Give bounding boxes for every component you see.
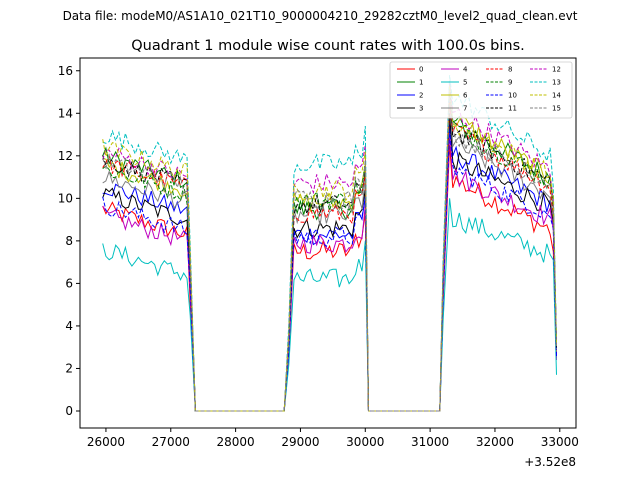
plot-frame bbox=[79, 57, 577, 429]
legend-box bbox=[389, 61, 573, 119]
legend-label-1: 1 bbox=[419, 79, 423, 87]
y-axis: 0 2 4 6 8 10 12 14 16 bbox=[58, 64, 80, 418]
x-tick-label: 28000 bbox=[217, 435, 255, 449]
suptitle: Data file: modeM0/AS1A10_021T10_90000042… bbox=[63, 9, 578, 23]
legend-label-14: 14 bbox=[552, 92, 561, 100]
series-line-8 bbox=[102, 102, 557, 412]
series-line-12 bbox=[102, 81, 557, 412]
legend-label-3: 3 bbox=[419, 105, 423, 113]
legend-label-15: 15 bbox=[552, 105, 561, 113]
legend-label-7: 7 bbox=[463, 105, 467, 113]
legend-label-5: 5 bbox=[463, 79, 467, 87]
series-line-3 bbox=[102, 113, 557, 412]
legend-label-13: 13 bbox=[552, 79, 561, 87]
series-layer bbox=[102, 74, 557, 412]
y-tick-label: 2 bbox=[65, 361, 73, 375]
x-tick-label: 26000 bbox=[87, 435, 125, 449]
series-line-15 bbox=[102, 94, 557, 412]
y-tick-label: 14 bbox=[58, 106, 73, 120]
legend-label-9: 9 bbox=[508, 79, 512, 87]
legend-label-8: 8 bbox=[508, 66, 512, 74]
y-tick-label: 12 bbox=[58, 149, 73, 163]
legend-label-10: 10 bbox=[508, 92, 517, 100]
y-tick-label: 4 bbox=[65, 319, 73, 333]
series-line-0 bbox=[102, 145, 557, 412]
series-line-7 bbox=[102, 96, 557, 412]
y-tick-label: 0 bbox=[65, 404, 73, 418]
legend-label-2: 2 bbox=[419, 92, 423, 100]
series-line-10 bbox=[102, 130, 557, 412]
x-axis: 26000 27000 28000 29000 30000 31000 32000 33000 bbox=[87, 428, 579, 449]
legend-label-12: 12 bbox=[552, 66, 561, 74]
x-tick-label: 31000 bbox=[411, 435, 449, 449]
series-line-4 bbox=[102, 134, 557, 412]
series-line-2 bbox=[102, 123, 557, 412]
y-tick-label: 16 bbox=[58, 64, 73, 78]
x-tick-label: 32000 bbox=[476, 435, 514, 449]
legend-label-11: 11 bbox=[508, 105, 517, 113]
x-tick-label: 29000 bbox=[281, 435, 319, 449]
x-tick-label: 30000 bbox=[346, 435, 384, 449]
chart-title: Quadrant 1 module wise count rates with … bbox=[131, 38, 525, 54]
series-line-5 bbox=[102, 198, 557, 412]
y-tick-label: 10 bbox=[58, 191, 73, 205]
series-line-13 bbox=[102, 74, 557, 412]
series-line-6 bbox=[102, 91, 557, 412]
y-tick-label: 8 bbox=[65, 234, 73, 248]
legend-label-4: 4 bbox=[463, 66, 468, 74]
legend-label-6: 6 bbox=[463, 92, 468, 100]
legend-label-0: 0 bbox=[419, 66, 423, 74]
y-tick-label: 6 bbox=[65, 276, 73, 290]
x-offset-label: +3.52e8 bbox=[524, 455, 576, 469]
x-tick-label: 33000 bbox=[541, 435, 579, 449]
series-line-14 bbox=[102, 85, 557, 412]
x-tick-label: 27000 bbox=[152, 435, 190, 449]
